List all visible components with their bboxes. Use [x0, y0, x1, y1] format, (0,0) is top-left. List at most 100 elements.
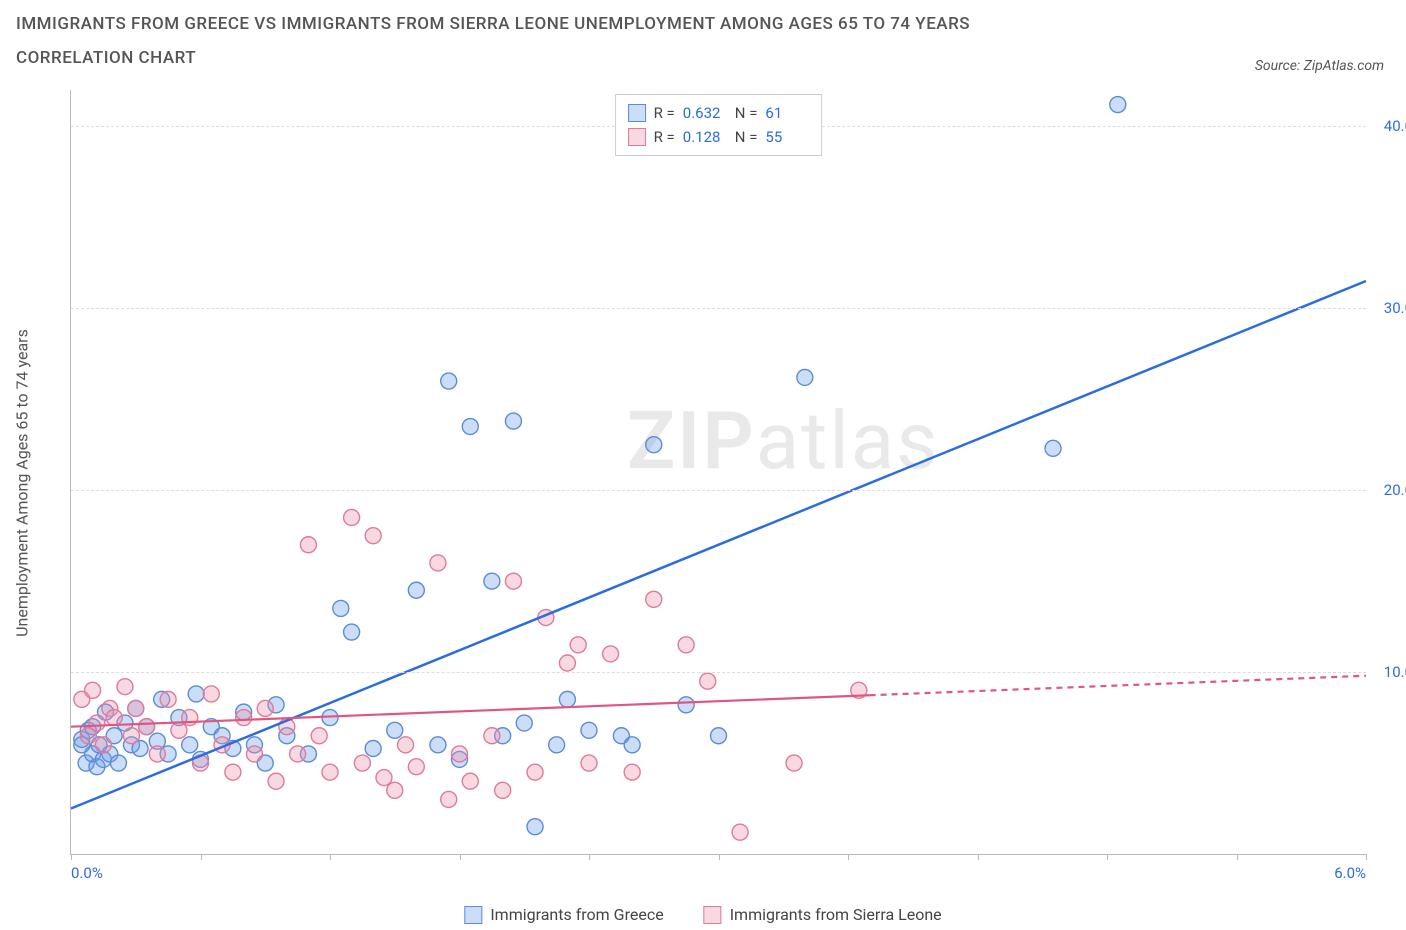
x-tick: [719, 854, 720, 860]
data-point: [495, 782, 511, 798]
x-tick-label: 6.0%: [1334, 864, 1366, 882]
data-point: [236, 710, 252, 726]
data-point: [452, 746, 468, 762]
n-label: N =: [735, 125, 758, 149]
data-point: [581, 722, 597, 738]
data-point: [171, 722, 187, 738]
data-point: [110, 755, 126, 771]
legend-stats-box: R = 0.632 N = 61R = 0.128 N = 55: [615, 94, 823, 156]
data-point: [624, 737, 640, 753]
data-point: [430, 555, 446, 571]
data-point: [505, 413, 521, 429]
data-point: [123, 728, 139, 744]
r-value: 0.128: [683, 125, 727, 149]
data-point: [441, 373, 457, 389]
data-point: [128, 700, 144, 716]
plot-region: ZIPatlas 10.0%20.0%30.0%40.0%0.0%6.0%R =…: [70, 90, 1366, 855]
x-tick: [460, 854, 461, 860]
n-value: 55: [765, 125, 809, 149]
n-value: 61: [765, 101, 809, 125]
legend-swatch: [628, 104, 646, 122]
data-point: [484, 728, 500, 744]
data-point: [387, 722, 403, 738]
data-point: [203, 686, 219, 702]
legend-swatch: [628, 128, 646, 146]
gridline: [71, 490, 1366, 491]
data-point: [441, 791, 457, 807]
gridline: [71, 672, 1366, 673]
data-point: [678, 637, 694, 653]
data-point: [365, 528, 381, 544]
trend-line-dashed: [870, 676, 1366, 696]
data-point: [430, 737, 446, 753]
data-point: [268, 773, 284, 789]
chart-title-block: IMMIGRANTS FROM GREECE VS IMMIGRANTS FRO…: [16, 14, 970, 68]
plot-svg: [71, 90, 1366, 854]
data-point: [462, 419, 478, 435]
data-point: [311, 728, 327, 744]
data-point: [527, 764, 543, 780]
y-tick-label: 10.0%: [1384, 663, 1406, 681]
data-point: [95, 737, 111, 753]
data-point: [182, 737, 198, 753]
data-point: [527, 819, 543, 835]
x-tick: [201, 854, 202, 860]
x-tick: [71, 854, 72, 860]
data-point: [700, 673, 716, 689]
r-label: R =: [654, 101, 675, 125]
r-value: 0.632: [683, 101, 727, 125]
data-point: [160, 691, 176, 707]
legend-stats-row: R =0.128N =55: [628, 125, 810, 149]
data-point: [462, 773, 478, 789]
x-tick: [1366, 854, 1367, 860]
data-point: [505, 573, 521, 589]
data-point: [290, 746, 306, 762]
x-tick: [1107, 854, 1108, 860]
y-axis-label: Unemployment Among Ages 65 to 74 years: [13, 329, 32, 637]
data-point: [732, 824, 748, 840]
x-tick-label: 0.0%: [71, 864, 103, 882]
data-point: [354, 755, 370, 771]
y-tick-label: 30.0%: [1384, 299, 1406, 317]
n-label: N =: [735, 101, 758, 125]
data-point: [711, 728, 727, 744]
data-point: [549, 737, 565, 753]
data-point: [344, 509, 360, 525]
y-tick-label: 20.0%: [1384, 481, 1406, 499]
x-tick: [589, 854, 590, 860]
data-point: [603, 646, 619, 662]
data-point: [581, 755, 597, 771]
data-point: [365, 740, 381, 756]
x-tick: [330, 854, 331, 860]
chart-title-line2: CORRELATION CHART: [16, 48, 970, 68]
data-point: [1110, 97, 1126, 113]
data-point: [646, 591, 662, 607]
data-point: [570, 637, 586, 653]
legend-swatch: [704, 906, 722, 924]
data-point: [225, 764, 241, 780]
data-point: [333, 600, 349, 616]
legend-bottom: Immigrants from GreeceImmigrants from Si…: [464, 905, 941, 924]
chart-area: Unemployment Among Ages 65 to 74 years Z…: [50, 90, 1386, 875]
data-point: [117, 679, 133, 695]
data-point: [188, 686, 204, 702]
source-attribution: Source: ZipAtlas.com: [1255, 58, 1384, 74]
y-tick-label: 40.0%: [1384, 117, 1406, 135]
data-point: [516, 715, 532, 731]
data-point: [559, 655, 575, 671]
data-point: [139, 719, 155, 735]
data-point: [257, 700, 273, 716]
data-point: [559, 691, 575, 707]
legend-stats-row: R = 0.632 N = 61: [628, 101, 810, 125]
data-point: [149, 746, 165, 762]
data-point: [408, 582, 424, 598]
data-point: [484, 573, 500, 589]
data-point: [624, 764, 640, 780]
data-point: [678, 697, 694, 713]
legend-label: Immigrants from Greece: [490, 905, 663, 924]
data-point: [376, 770, 392, 786]
x-tick: [1237, 854, 1238, 860]
data-point: [246, 746, 262, 762]
x-tick: [848, 854, 849, 860]
legend-swatch: [464, 906, 482, 924]
